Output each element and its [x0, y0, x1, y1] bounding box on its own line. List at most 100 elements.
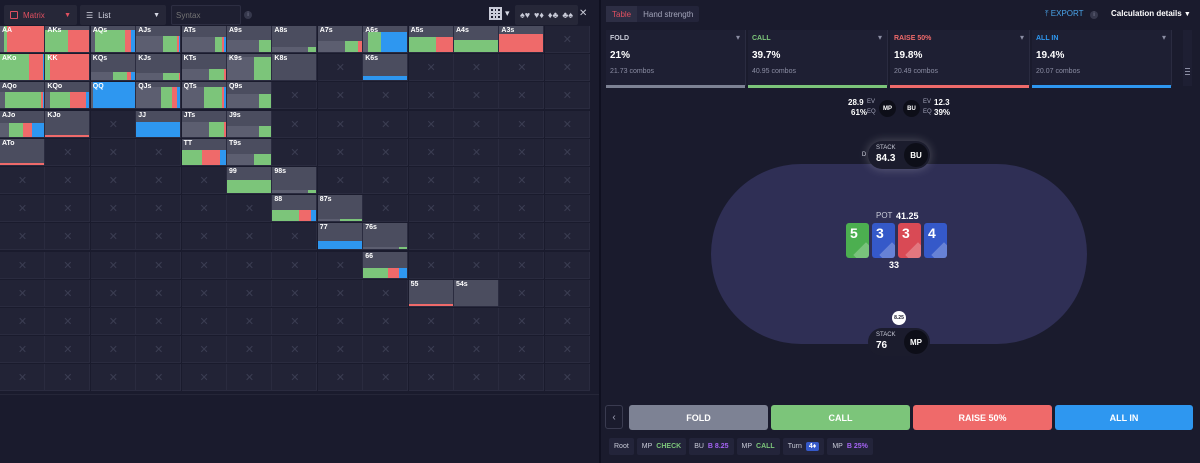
- empty-hand-cell[interactable]: ✕: [0, 251, 45, 279]
- hand-cell[interactable]: JJ: [136, 110, 182, 138]
- filter-icon[interactable]: ▾: [1161, 33, 1166, 42]
- empty-hand-cell[interactable]: ✕: [499, 110, 545, 138]
- empty-hand-cell[interactable]: ✕: [90, 167, 136, 194]
- hand-cell[interactable]: 54s: [454, 279, 499, 307]
- filter-icon[interactable]: ▾: [1019, 33, 1024, 42]
- empty-hand-cell[interactable]: ✕: [544, 110, 590, 138]
- empty-hand-cell[interactable]: ✕: [408, 336, 454, 364]
- suit-pair-icon[interactable]: ♦♣: [547, 10, 559, 20]
- empty-hand-cell[interactable]: ✕: [363, 279, 409, 307]
- empty-hand-cell[interactable]: ✕: [499, 308, 545, 335]
- empty-hand-cell[interactable]: ✕: [363, 308, 409, 335]
- empty-hand-cell[interactable]: ✕: [0, 279, 45, 307]
- empty-hand-cell[interactable]: ✕: [272, 138, 318, 166]
- empty-hand-cell[interactable]: ✕: [408, 138, 454, 166]
- empty-hand-cell[interactable]: ✕: [363, 364, 409, 392]
- empty-hand-cell[interactable]: ✕: [408, 251, 454, 279]
- back-button[interactable]: ‹: [605, 405, 623, 429]
- mode-dropdown[interactable]: Matrix ▼: [4, 5, 77, 25]
- empty-hand-cell[interactable]: ✕: [272, 308, 318, 335]
- empty-hand-cell[interactable]: ✕: [45, 364, 91, 392]
- empty-hand-cell[interactable]: ✕: [136, 138, 182, 166]
- empty-hand-cell[interactable]: ✕: [544, 167, 590, 194]
- hand-cell[interactable]: AA: [0, 26, 45, 53]
- empty-hand-cell[interactable]: ✕: [499, 54, 545, 82]
- hand-cell[interactable]: KJs: [136, 54, 182, 82]
- empty-hand-cell[interactable]: ✕: [136, 251, 182, 279]
- empty-hand-cell[interactable]: ✕: [408, 167, 454, 194]
- empty-hand-cell[interactable]: ✕: [499, 251, 545, 279]
- empty-hand-cell[interactable]: ✕: [317, 308, 363, 335]
- empty-hand-cell[interactable]: ✕: [408, 364, 454, 392]
- empty-hand-cell[interactable]: ✕: [90, 308, 136, 335]
- hand-cell[interactable]: T9s: [227, 138, 272, 166]
- hand-cell[interactable]: 77: [317, 223, 363, 251]
- empty-hand-cell[interactable]: ✕: [181, 167, 227, 194]
- stat-raise-50-[interactable]: RAISE 50% ▾ 19.8% 20.49 combos: [890, 30, 1030, 88]
- empty-hand-cell[interactable]: ✕: [181, 195, 227, 223]
- empty-hand-cell[interactable]: ✕: [181, 336, 227, 364]
- empty-hand-cell[interactable]: ✕: [317, 364, 363, 392]
- empty-hand-cell[interactable]: ✕: [227, 364, 272, 392]
- empty-hand-cell[interactable]: ✕: [272, 336, 318, 364]
- hand-cell[interactable]: A6s: [363, 26, 409, 53]
- empty-hand-cell[interactable]: ✕: [454, 336, 499, 364]
- empty-hand-cell[interactable]: ✕: [499, 167, 545, 194]
- empty-hand-cell[interactable]: ✕: [227, 195, 272, 223]
- crumb-mp-bet[interactable]: MP B 25%: [827, 438, 873, 455]
- call-button[interactable]: CALL: [771, 405, 910, 430]
- empty-hand-cell[interactable]: ✕: [45, 308, 91, 335]
- empty-hand-cell[interactable]: ✕: [136, 279, 182, 307]
- empty-hand-cell[interactable]: ✕: [544, 279, 590, 307]
- stat-fold[interactable]: FOLD ▾ 21% 21.73 combos: [606, 30, 746, 88]
- empty-hand-cell[interactable]: ✕: [499, 279, 545, 307]
- empty-hand-cell[interactable]: ✕: [363, 138, 409, 166]
- hand-cell[interactable]: K6s: [363, 54, 409, 82]
- empty-hand-cell[interactable]: ✕: [227, 336, 272, 364]
- empty-hand-cell[interactable]: ✕: [544, 251, 590, 279]
- empty-hand-cell[interactable]: ✕: [363, 167, 409, 194]
- empty-hand-cell[interactable]: ✕: [0, 336, 45, 364]
- hand-cell[interactable]: J9s: [227, 110, 272, 138]
- empty-hand-cell[interactable]: ✕: [272, 223, 318, 251]
- empty-hand-cell[interactable]: ✕: [544, 26, 590, 53]
- empty-hand-cell[interactable]: ✕: [227, 251, 272, 279]
- empty-hand-cell[interactable]: ✕: [45, 223, 91, 251]
- empty-hand-cell[interactable]: ✕: [363, 195, 409, 223]
- empty-hand-cell[interactable]: ✕: [181, 364, 227, 392]
- hand-cell[interactable]: AQo: [0, 82, 45, 110]
- empty-hand-cell[interactable]: ✕: [0, 364, 45, 392]
- empty-hand-cell[interactable]: ✕: [272, 279, 318, 307]
- hand-cell[interactable]: A3s: [499, 26, 545, 53]
- stats-scrollbar[interactable]: [1183, 30, 1192, 86]
- empty-hand-cell[interactable]: ✕: [317, 279, 363, 307]
- empty-hand-cell[interactable]: ✕: [90, 110, 136, 138]
- empty-hand-cell[interactable]: ✕: [90, 336, 136, 364]
- empty-hand-cell[interactable]: ✕: [544, 223, 590, 251]
- empty-hand-cell[interactable]: ✕: [136, 195, 182, 223]
- empty-hand-cell[interactable]: ✕: [544, 364, 590, 392]
- hand-cell[interactable]: 88: [272, 195, 318, 223]
- crumb-turn[interactable]: Turn 4♦: [782, 438, 825, 455]
- hand-cell[interactable]: A9s: [227, 26, 272, 53]
- empty-hand-cell[interactable]: ✕: [272, 110, 318, 138]
- empty-hand-cell[interactable]: ✕: [454, 82, 499, 110]
- empty-hand-cell[interactable]: ✕: [454, 251, 499, 279]
- grid-size-icon[interactable]: [489, 7, 502, 20]
- empty-hand-cell[interactable]: ✕: [90, 251, 136, 279]
- empty-hand-cell[interactable]: ✕: [136, 223, 182, 251]
- tab-hand-strength[interactable]: Hand strength: [643, 10, 694, 19]
- hand-cell[interactable]: 76s: [363, 223, 409, 251]
- empty-hand-cell[interactable]: ✕: [499, 364, 545, 392]
- empty-hand-cell[interactable]: ✕: [544, 82, 590, 110]
- crumb-bu-bet[interactable]: BU B 8.25: [689, 438, 734, 455]
- hand-cell[interactable]: A5s: [408, 26, 454, 53]
- empty-hand-cell[interactable]: ✕: [408, 110, 454, 138]
- hand-cell[interactable]: TT: [181, 138, 227, 166]
- empty-hand-cell[interactable]: ✕: [45, 167, 91, 194]
- empty-hand-cell[interactable]: ✕: [0, 308, 45, 335]
- empty-hand-cell[interactable]: ✕: [136, 364, 182, 392]
- empty-hand-cell[interactable]: ✕: [544, 336, 590, 364]
- empty-hand-cell[interactable]: ✕: [499, 195, 545, 223]
- hand-cell[interactable]: KQo: [45, 82, 91, 110]
